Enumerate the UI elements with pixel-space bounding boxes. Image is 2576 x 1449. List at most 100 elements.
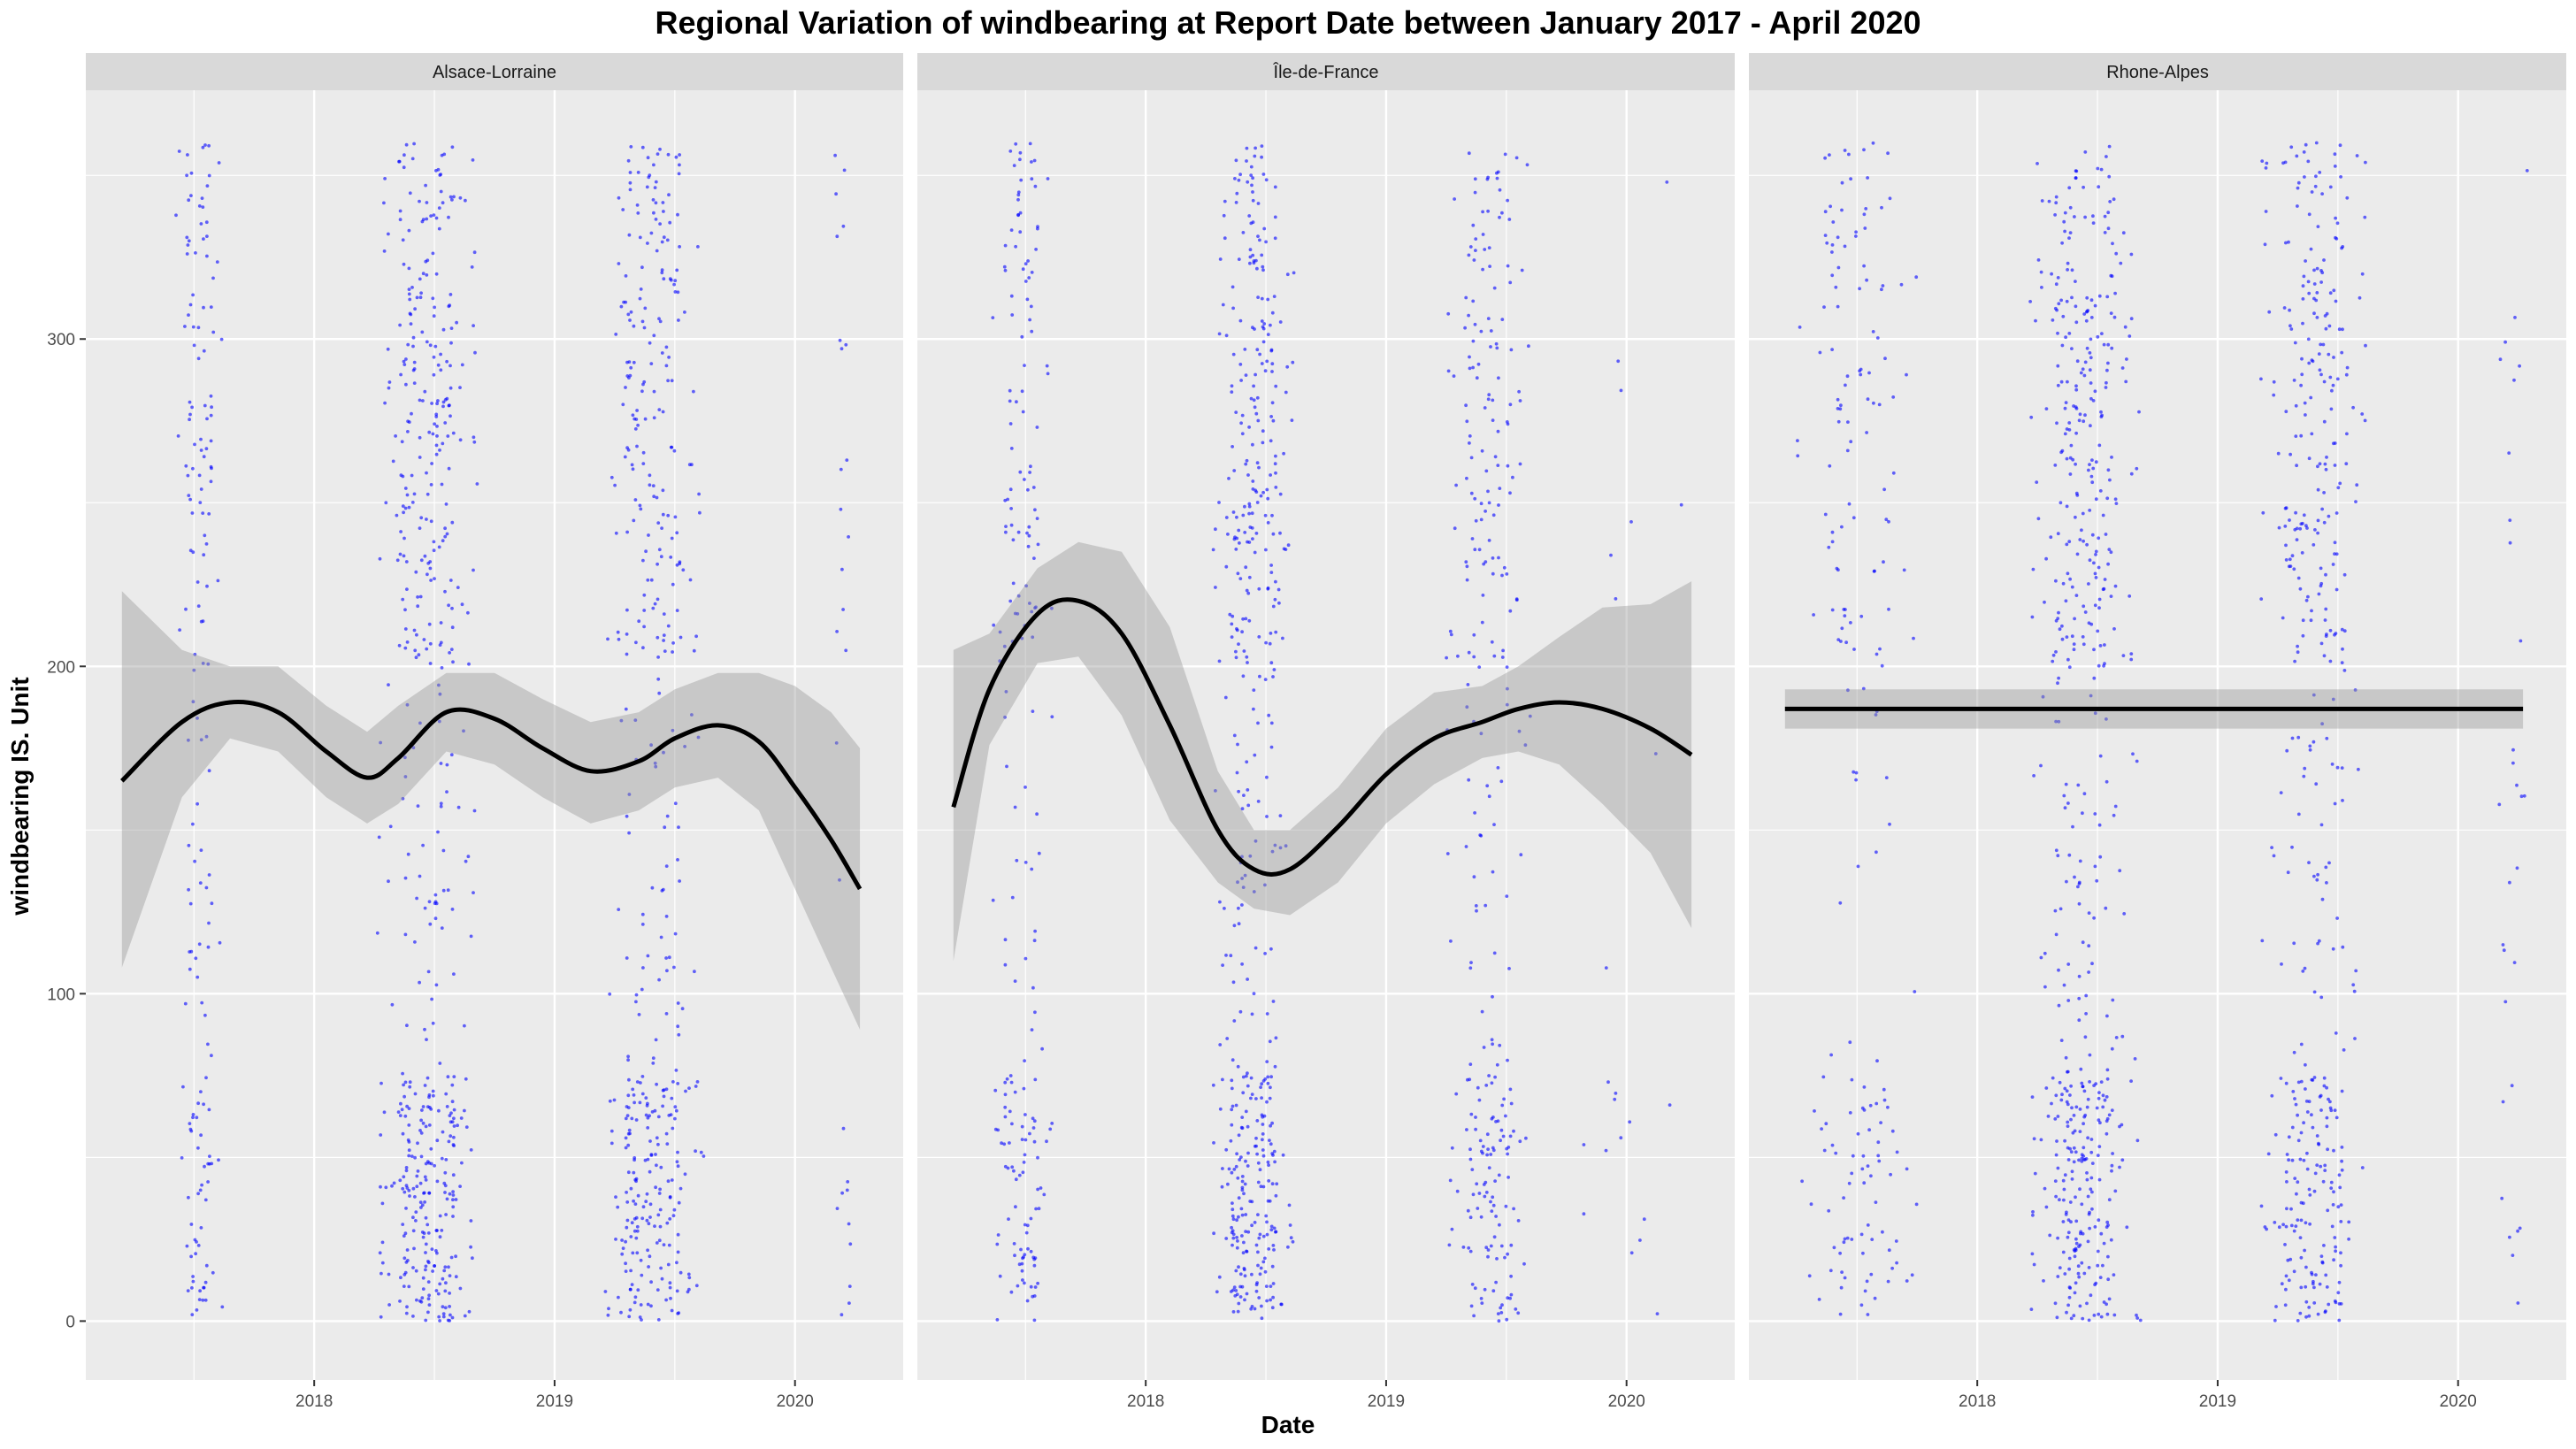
scatter-point [2303, 175, 2306, 179]
scatter-point [1665, 180, 1669, 184]
scatter-point [2318, 368, 2322, 372]
scatter-point [1472, 1314, 1476, 1318]
scatter-point [1842, 1240, 1846, 1245]
scatter-point [2059, 1098, 2064, 1102]
scatter-point [209, 439, 213, 443]
scatter-point [1495, 176, 1499, 180]
scatter-point [1270, 401, 1275, 405]
scatter-point [203, 143, 207, 147]
scatter-point [2096, 1249, 2100, 1254]
scatter-point [2097, 1118, 2101, 1123]
scatter-point [632, 1093, 636, 1097]
scatter-point [661, 887, 665, 892]
scatter-point [1514, 156, 1519, 160]
scatter-point [429, 214, 433, 218]
scatter-point [655, 249, 659, 253]
scatter-point [2304, 142, 2308, 147]
scatter-point [1476, 1207, 1480, 1210]
scatter-point [424, 1242, 428, 1246]
scatter-point [2310, 609, 2313, 613]
scatter-point [403, 932, 408, 937]
scatter-point [433, 1163, 436, 1168]
scatter-point [202, 1102, 206, 1107]
scatter-point [625, 1191, 628, 1194]
scatter-point [655, 1241, 659, 1245]
scatter-point [2104, 386, 2108, 389]
scatter-point [391, 459, 395, 464]
scatter-point [1849, 440, 1853, 444]
scatter-point [688, 578, 693, 582]
scatter-point [1468, 355, 1471, 359]
scatter-point [2315, 266, 2319, 271]
scatter-point [412, 1246, 416, 1251]
scatter-point [676, 1250, 680, 1254]
scatter-point [634, 993, 639, 997]
scatter-point [1237, 789, 1240, 794]
scatter-point [431, 1089, 435, 1093]
scatter-point [2298, 1236, 2303, 1239]
scatter-point [1259, 494, 1263, 498]
scatter-point [1030, 271, 1034, 274]
scatter-point [2135, 1313, 2138, 1317]
scatter-point [2103, 662, 2106, 665]
scatter-point [2331, 383, 2335, 387]
scatter-point [2296, 1218, 2300, 1222]
scatter-point [1266, 1160, 1270, 1164]
scatter-point [1271, 1154, 1275, 1157]
scatter-point [648, 1139, 652, 1143]
scatter-point [203, 1013, 207, 1017]
scatter-point [1485, 1153, 1489, 1157]
x-tick-label: 2019 [536, 1392, 573, 1411]
scatter-point [634, 1215, 639, 1220]
scatter-point [1230, 1104, 1235, 1108]
scatter-point [2060, 637, 2065, 641]
scatter-point [1230, 1123, 1234, 1127]
scatter-point [2354, 969, 2358, 973]
scatter-point [1828, 464, 1832, 468]
scatter-point [1234, 1164, 1238, 1169]
scatter-point [418, 1200, 423, 1204]
scatter-point [1474, 904, 1478, 908]
scatter-point [2109, 594, 2113, 598]
panel-strip-label: Alsace-Lorraine [433, 63, 556, 82]
scatter-point [1019, 178, 1024, 182]
scatter-point [624, 1261, 627, 1266]
scatter-point [2070, 295, 2074, 300]
scatter-point [2294, 434, 2298, 438]
scatter-point [1518, 399, 1522, 402]
scatter-point [668, 1195, 672, 1200]
scatter-point [1240, 1234, 1244, 1238]
scatter-point [1018, 230, 1023, 234]
scatter-point [1273, 843, 1277, 847]
scatter-point [1018, 150, 1023, 155]
scatter-point [207, 769, 211, 773]
scatter-point [1845, 448, 1850, 453]
scatter-point [1252, 688, 1256, 692]
scatter-point [1223, 907, 1226, 910]
scatter-point [429, 519, 433, 524]
scatter-point [410, 286, 414, 289]
scatter-point [400, 1108, 404, 1112]
scatter-point [1002, 644, 1007, 648]
scatter-point [1823, 512, 1828, 517]
scatter-point [2313, 1171, 2318, 1176]
scatter-point [1255, 501, 1260, 504]
scatter-point [1498, 215, 1501, 219]
scatter-point [2511, 748, 2515, 752]
scatter-point [2118, 1165, 2121, 1169]
smooth-line [120, 700, 862, 891]
scatter-point [847, 1222, 851, 1226]
scatter-point [2074, 431, 2079, 435]
scatter-point [664, 956, 668, 960]
scatter-point [660, 526, 663, 530]
scatter-point [654, 1185, 657, 1190]
scatter-point [1465, 705, 1469, 709]
scatter-point [1013, 1254, 1016, 1258]
scatter-point [403, 608, 407, 612]
scatter-point [1866, 1313, 1870, 1316]
scatter-point [2113, 497, 2118, 502]
scatter-point [444, 1213, 448, 1216]
scatter-point [616, 630, 620, 634]
scatter-point [207, 512, 211, 516]
scatter-point [407, 1123, 411, 1127]
